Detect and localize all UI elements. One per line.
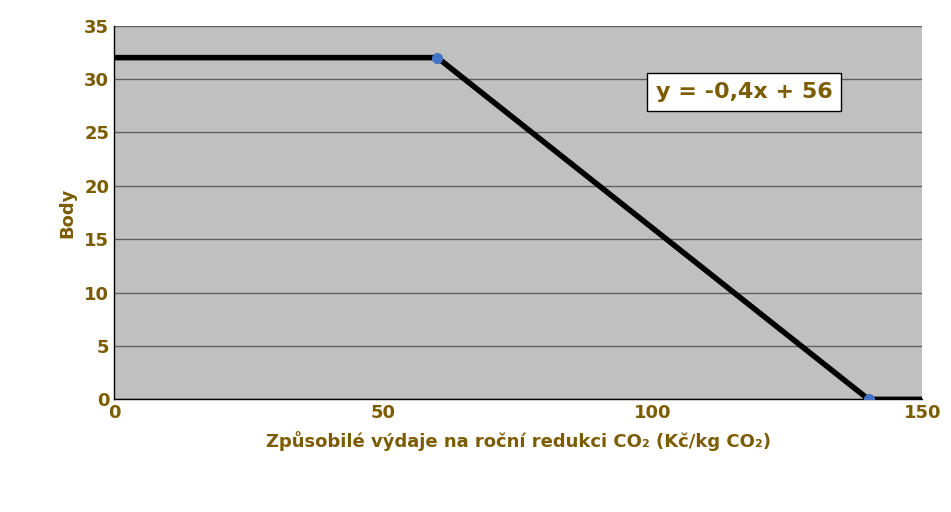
Point [861,395,876,403]
Point [430,54,445,62]
Text: y = -0,4x + 56: y = -0,4x + 56 [656,82,832,102]
Y-axis label: Body: Body [58,187,76,238]
X-axis label: Způsobilé výdaje na roční redukci CO₂ (Kč/kg CO₂): Způsobilé výdaje na roční redukci CO₂ (K… [265,431,771,451]
